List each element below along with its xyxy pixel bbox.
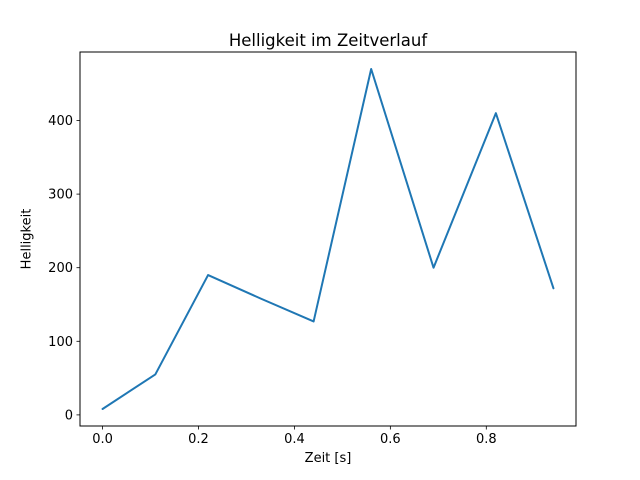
svg-text:400: 400	[48, 114, 73, 129]
svg-text:100: 100	[48, 335, 73, 350]
svg-text:0.6: 0.6	[380, 432, 401, 447]
svg-text:0.2: 0.2	[188, 432, 209, 447]
svg-text:0.0: 0.0	[92, 432, 113, 447]
svg-text:300: 300	[48, 188, 73, 203]
x-axis-label: Zeit [s]	[304, 451, 352, 466]
svg-text:0: 0	[65, 408, 73, 423]
y-axis-label: Helligkeit	[19, 208, 35, 270]
chart-title: Helligkeit im Zeitverlauf	[228, 31, 428, 50]
svg-text:0.8: 0.8	[476, 432, 497, 447]
svg-text:0.4: 0.4	[284, 432, 305, 447]
svg-text:200: 200	[48, 261, 73, 276]
